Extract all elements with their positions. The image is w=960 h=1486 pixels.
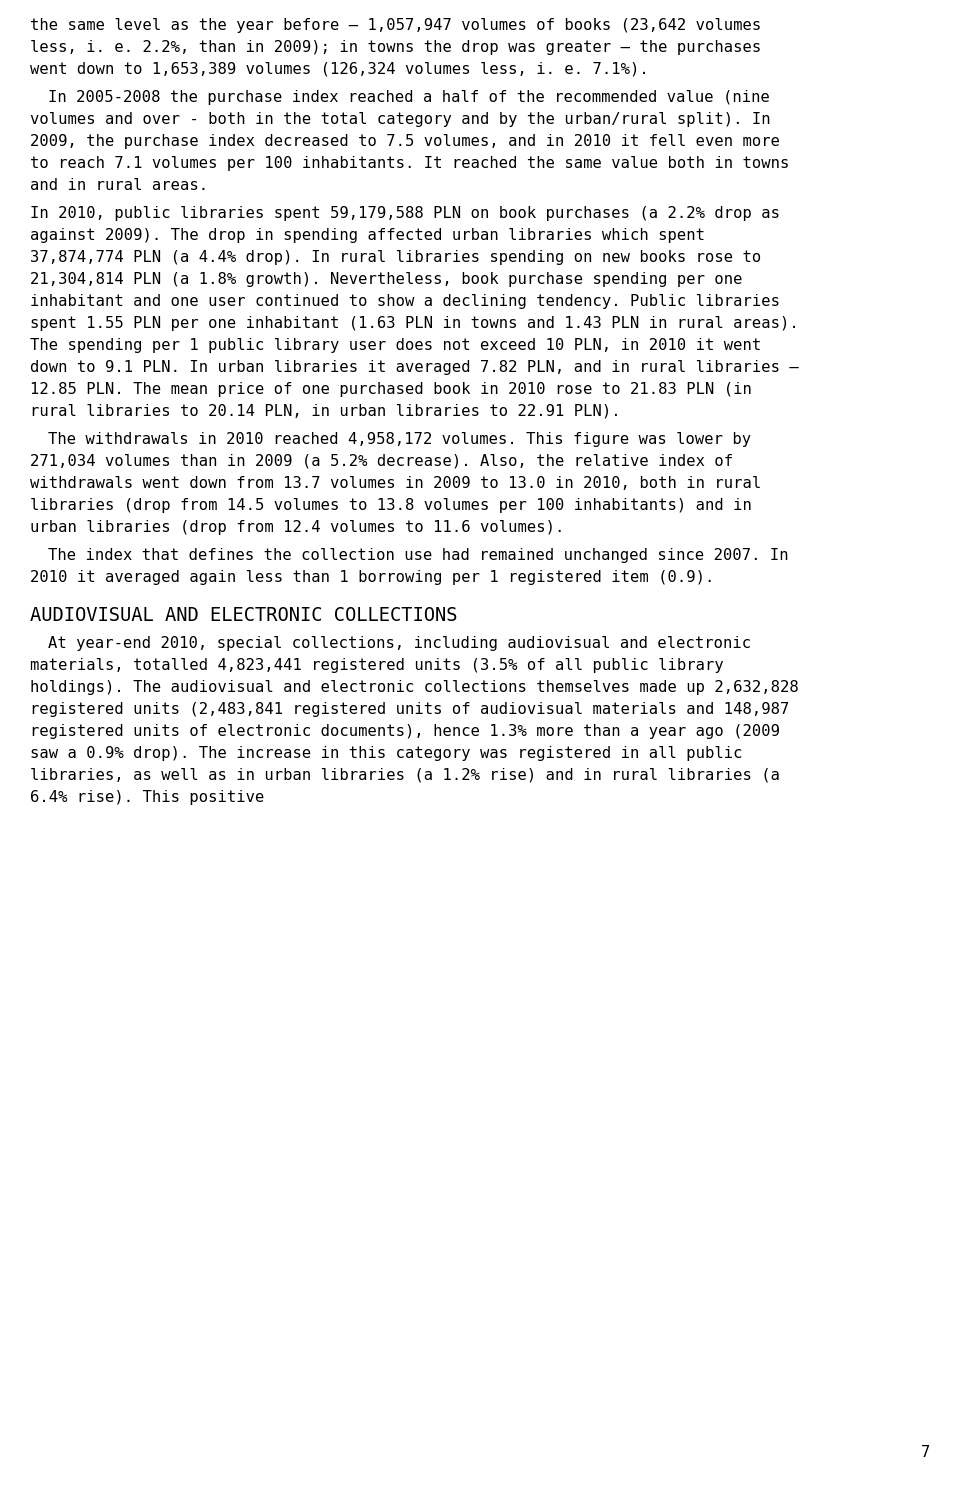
Text: 21,304,814 PLN (a 1.8% growth). Nevertheless, book purchase spending per one: 21,304,814 PLN (a 1.8% growth). Neverthe… [30,272,742,287]
Text: 2010 it averaged again less than 1 borrowing per 1 registered item (0.9).: 2010 it averaged again less than 1 borro… [30,571,714,585]
Text: In 2005-2008 the purchase index reached a half of the recommended value (nine: In 2005-2008 the purchase index reached … [48,91,770,106]
Text: and in rural areas.: and in rural areas. [30,178,208,193]
Text: 7: 7 [921,1444,930,1461]
Text: In 2010, public libraries spent 59,179,588 PLN on book purchases (a 2.2% drop as: In 2010, public libraries spent 59,179,5… [30,207,780,221]
Text: materials, totalled 4,823,441 registered units (3.5% of all public library: materials, totalled 4,823,441 registered… [30,658,724,673]
Text: withdrawals went down from 13.7 volumes in 2009 to 13.0 in 2010, both in rural: withdrawals went down from 13.7 volumes … [30,476,761,490]
Text: against 2009). The drop in spending affected urban libraries which spent: against 2009). The drop in spending affe… [30,227,705,244]
Text: volumes and over - both in the total category and by the urban/rural split). In: volumes and over - both in the total cat… [30,111,771,126]
Text: At year-end 2010, special collections, including audiovisual and electronic: At year-end 2010, special collections, i… [48,636,751,651]
Text: libraries, as well as in urban libraries (a 1.2% rise) and in rural libraries (a: libraries, as well as in urban libraries… [30,768,780,783]
Text: 271,034 volumes than in 2009 (a 5.2% decrease). Also, the relative index of: 271,034 volumes than in 2009 (a 5.2% dec… [30,455,733,470]
Text: libraries (drop from 14.5 volumes to 13.8 volumes per 100 inhabitants) and in: libraries (drop from 14.5 volumes to 13.… [30,498,752,513]
Text: registered units of electronic documents), hence 1.3% more than a year ago (2009: registered units of electronic documents… [30,724,780,739]
Text: spent 1.55 PLN per one inhabitant (1.63 PLN in towns and 1.43 PLN in rural areas: spent 1.55 PLN per one inhabitant (1.63 … [30,317,799,331]
Text: inhabitant and one user continued to show a declining tendency. Public libraries: inhabitant and one user continued to sho… [30,294,780,309]
Text: 37,874,774 PLN (a 4.4% drop). In rural libraries spending on new books rose to: 37,874,774 PLN (a 4.4% drop). In rural l… [30,250,761,265]
Text: rural libraries to 20.14 PLN, in urban libraries to 22.91 PLN).: rural libraries to 20.14 PLN, in urban l… [30,404,620,419]
Text: went down to 1,653,389 volumes (126,324 volumes less, i. e. 7.1%).: went down to 1,653,389 volumes (126,324 … [30,62,649,77]
Text: holdings). The audiovisual and electronic collections themselves made up 2,632,8: holdings). The audiovisual and electroni… [30,681,799,695]
Text: down to 9.1 PLN. In urban libraries it averaged 7.82 PLN, and in rural libraries: down to 9.1 PLN. In urban libraries it a… [30,360,799,374]
Text: urban libraries (drop from 12.4 volumes to 11.6 volumes).: urban libraries (drop from 12.4 volumes … [30,520,564,535]
Text: The spending per 1 public library user does not exceed 10 PLN, in 2010 it went: The spending per 1 public library user d… [30,337,761,354]
Text: 6.4% rise). This positive: 6.4% rise). This positive [30,791,264,805]
Text: The index that defines the collection use had remained unchanged since 2007. In: The index that defines the collection us… [48,548,788,563]
Text: AUDIOVISUAL AND ELECTRONIC COLLECTIONS: AUDIOVISUAL AND ELECTRONIC COLLECTIONS [30,606,458,626]
Text: less, i. e. 2.2%, than in 2009); in towns the drop was greater – the purchases: less, i. e. 2.2%, than in 2009); in town… [30,40,761,55]
Text: The withdrawals in 2010 reached 4,958,172 volumes. This figure was lower by: The withdrawals in 2010 reached 4,958,17… [48,432,751,447]
Text: the same level as the year before – 1,057,947 volumes of books (23,642 volumes: the same level as the year before – 1,05… [30,18,761,33]
Text: saw a 0.9% drop). The increase in this category was registered in all public: saw a 0.9% drop). The increase in this c… [30,746,742,761]
Text: registered units (2,483,841 registered units of audiovisual materials and 148,98: registered units (2,483,841 registered u… [30,701,789,718]
Text: 12.85 PLN. The mean price of one purchased book in 2010 rose to 21.83 PLN (in: 12.85 PLN. The mean price of one purchas… [30,382,752,397]
Text: to reach 7.1 volumes per 100 inhabitants. It reached the same value both in town: to reach 7.1 volumes per 100 inhabitants… [30,156,789,171]
Text: 2009, the purchase index decreased to 7.5 volumes, and in 2010 it fell even more: 2009, the purchase index decreased to 7.… [30,134,780,149]
